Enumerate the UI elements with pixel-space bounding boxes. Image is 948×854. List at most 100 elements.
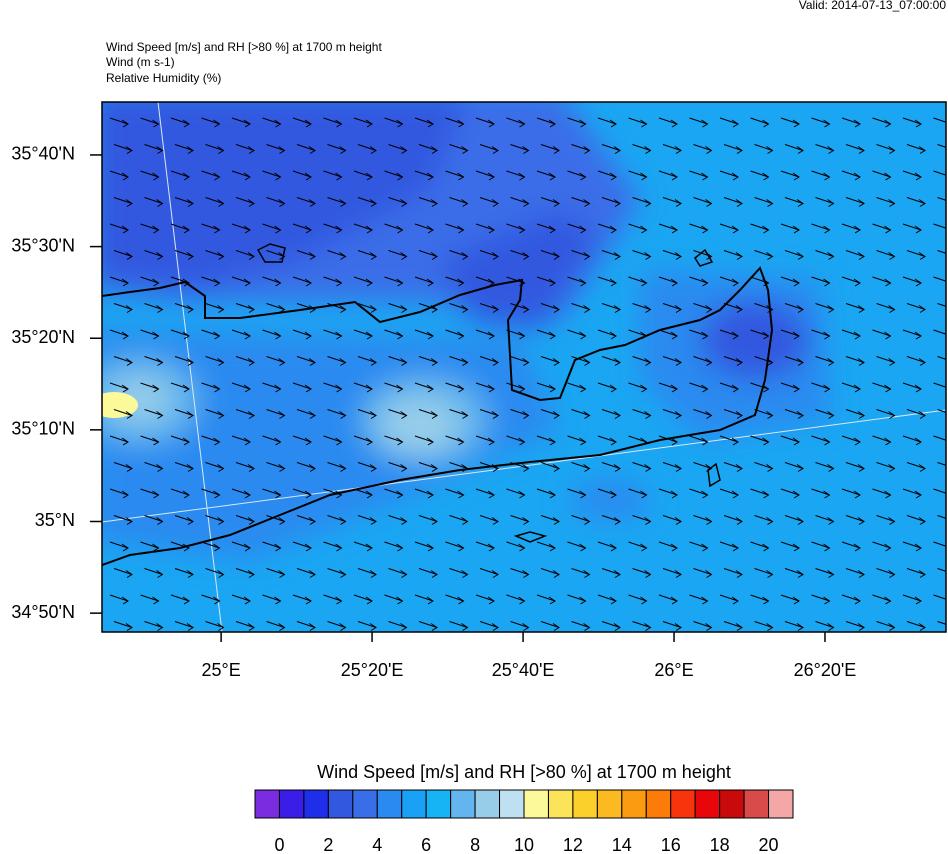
wind-arrow [937,515,946,519]
wind-arrow [780,594,800,605]
wind-arrow [933,541,946,547]
wind-arrow [689,223,709,234]
wind-arrow [266,303,286,313]
wind-arrow [902,117,922,128]
wind-arrow [292,170,312,181]
wind-arrow [845,515,865,525]
wind-arrow [353,382,373,393]
wind-arrow [384,594,404,605]
wind-arrow [292,276,312,287]
wind-arrow [201,435,221,446]
wind-arrow [658,435,678,446]
wind-arrow [784,515,804,525]
wind-arrow [872,488,892,499]
wind-arrow [414,223,434,234]
wind-arrow [479,250,499,260]
wind-arrow [140,541,160,552]
wind-arrow [780,488,800,499]
wind-arrow [540,303,560,313]
wind-arrow [113,621,133,631]
wind-arrow [292,541,312,552]
wind-arrow [262,170,282,181]
wind-arrow [902,435,922,446]
wind-arrow [811,488,831,499]
wind-arrow [536,329,556,340]
wind-arrow [109,223,129,234]
wind-arrow [750,170,770,181]
wind-arrow [323,594,343,605]
wind-arrow [811,382,831,393]
wind-arrow [933,382,946,388]
wind-arrow [571,621,591,631]
wind-arrow [510,356,530,366]
wind-arrow [723,462,743,472]
colorbar-box [596,789,623,819]
wind-arrow [262,435,282,446]
wind-arrow [113,568,133,578]
wind-arrow [262,541,282,552]
wind-arrow [567,117,587,128]
wind-arrow [174,144,194,154]
wind-arrow [784,462,804,472]
wind-arrow [662,515,682,525]
wind-arrow [597,435,617,446]
wind-arrow [296,197,316,207]
wind-arrow [540,197,560,207]
wind-arrow [235,303,255,313]
wind-arrow [384,276,404,287]
wind-arrow [144,144,164,154]
wind-arrow [601,621,621,631]
wind-arrow [872,223,892,234]
header-line: Relative Humidity (%) [106,71,221,85]
wind-arrow [689,329,709,340]
wind-arrow [357,515,377,525]
wind-arrow [140,382,160,393]
wind-arrow [113,515,133,525]
wind-arrow [845,303,865,313]
wind-arrow [632,462,652,472]
wind-arrow [601,409,621,419]
wind-arrow [414,435,434,446]
wind-arrow [418,621,438,631]
island [707,462,721,488]
wind-arrow [571,303,591,313]
wind-arrow [201,382,221,393]
wind-arrow [662,197,682,207]
wind-arrow [296,144,316,154]
wind-arrow [571,250,591,260]
wind-arrow [506,223,526,234]
wind-arrow [109,276,129,287]
wind-arrow [479,462,499,472]
wind-arrow [231,541,251,552]
wind-arrow [205,356,225,366]
wind-arrow [841,276,861,287]
wind-arrow [262,276,282,287]
wind-arrow [205,409,225,419]
wind-arrow [933,594,946,600]
wind-arrow [937,462,946,466]
wind-arrow [750,435,770,446]
wind-arrow [140,170,160,181]
wind-arrow [262,117,282,128]
wind-arrow [906,356,926,366]
wind-arrow [876,144,896,154]
wind-arrow [815,250,835,260]
colorbar-box [572,789,598,819]
wind-arrow [144,462,164,472]
wind-arrow [140,276,160,287]
wind-arrow [479,197,499,207]
wind-arrow [811,541,831,552]
wind-arrow [536,594,556,605]
wind-arrow [872,117,892,128]
wind-arrow [933,435,946,441]
colorbar-label: 18 [710,835,730,854]
x-tick-label: 26°E [654,660,693,680]
wind-arrow [510,621,530,631]
wind-arrow [571,462,591,472]
wind-arrow [170,329,190,340]
colorbar-title: Wind Speed [m/s] and RH [>80 %] at 1700 … [317,762,731,782]
wind-arrow [845,197,865,207]
wind-arrow [475,276,495,287]
